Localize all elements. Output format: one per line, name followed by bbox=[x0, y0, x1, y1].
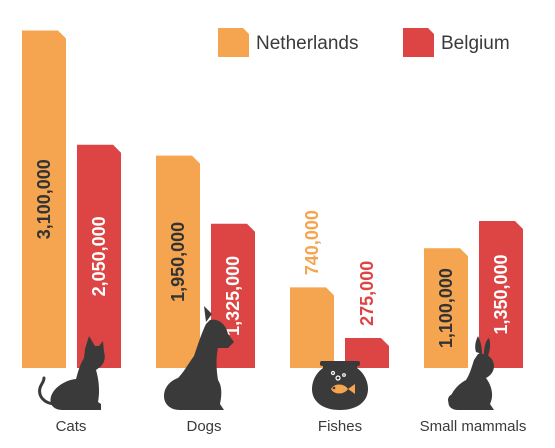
dog-icon bbox=[164, 306, 234, 410]
value-label-belgium-small-mammals: 1,350,000 bbox=[491, 254, 511, 334]
cat-icon bbox=[38, 336, 105, 410]
rabbit-icon bbox=[448, 336, 494, 410]
bar-belgium-cats bbox=[77, 144, 121, 368]
legend-swatch-netherlands bbox=[218, 28, 249, 57]
bar-netherlands-cats bbox=[22, 30, 66, 368]
category-icons bbox=[38, 306, 494, 410]
category-labels: Cats Dogs Fishes Small mammals bbox=[56, 418, 527, 435]
bars bbox=[22, 30, 523, 368]
bar-belgium-fishes bbox=[345, 338, 389, 368]
category-label-fishes: Fishes bbox=[318, 418, 362, 435]
legend: Netherlands Belgium bbox=[218, 28, 510, 57]
value-label-netherlands-cats: 3,100,000 bbox=[34, 159, 54, 239]
bar-value-labels: 3,100,000 1,950,000 740,000 1,100,000 2,050,… bbox=[34, 159, 511, 348]
legend-label-netherlands: Netherlands bbox=[256, 33, 358, 54]
category-label-cats: Cats bbox=[56, 418, 87, 435]
value-label-netherlands-small-mammals: 1,100,000 bbox=[436, 268, 456, 348]
bar-belgium-small-mammals bbox=[479, 221, 523, 368]
legend-label-belgium: Belgium bbox=[441, 33, 510, 54]
bar-netherlands-small-mammals bbox=[424, 248, 468, 368]
fishbowl-icon bbox=[312, 361, 368, 410]
bar-netherlands-dogs bbox=[156, 155, 200, 368]
category-label-small-mammals: Small mammals bbox=[420, 418, 527, 435]
value-label-belgium-fishes: 275,000 bbox=[357, 261, 377, 326]
value-label-belgium-dogs: 1,325,000 bbox=[223, 256, 243, 336]
legend-swatch-belgium bbox=[403, 28, 434, 57]
value-label-netherlands-fishes: 740,000 bbox=[302, 210, 322, 275]
value-label-netherlands-dogs: 1,950,000 bbox=[168, 222, 188, 302]
category-label-dogs: Dogs bbox=[186, 418, 221, 435]
bar-netherlands-fishes bbox=[290, 287, 334, 368]
value-label-belgium-cats: 2,050,000 bbox=[89, 216, 109, 296]
